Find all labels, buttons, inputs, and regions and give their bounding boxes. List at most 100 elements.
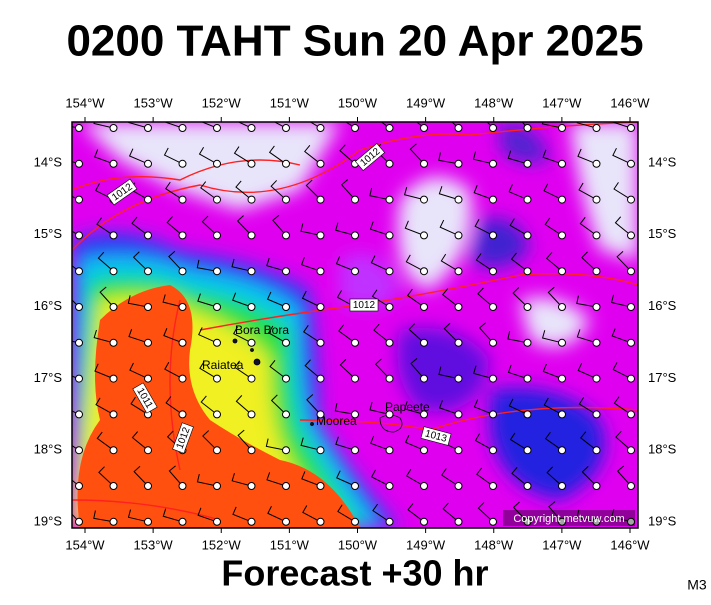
wind-barb xyxy=(72,265,80,272)
wind-barb xyxy=(613,396,632,415)
station xyxy=(592,374,601,383)
wind-barb xyxy=(541,122,563,129)
station xyxy=(627,267,635,276)
station xyxy=(351,267,359,276)
station xyxy=(75,446,83,455)
wind-barb xyxy=(508,184,528,201)
station xyxy=(213,267,221,276)
station xyxy=(454,338,463,347)
wind-barb xyxy=(472,151,494,165)
station xyxy=(385,267,394,276)
wind-barb xyxy=(403,186,425,201)
axis-labels: 154°W 154°W 153°W 153°W 152°W 152°W 151°W 151°W… xyxy=(34,95,677,552)
place-name: Papeete xyxy=(385,400,430,414)
station xyxy=(75,303,83,311)
wind-barb xyxy=(616,465,632,487)
wind-barb xyxy=(197,507,218,523)
wind-barb xyxy=(72,410,80,415)
wind-barb xyxy=(407,503,425,523)
wind-barb xyxy=(404,220,425,236)
wind-barb xyxy=(196,473,218,487)
wind-barb xyxy=(168,465,183,487)
wind-barb xyxy=(199,361,218,380)
wind-barb xyxy=(339,144,356,165)
wind-barb xyxy=(163,147,183,165)
lat-label: 16°S xyxy=(34,298,63,313)
wind-barb xyxy=(507,150,528,165)
station xyxy=(558,410,566,419)
station xyxy=(351,231,359,240)
wind-barb xyxy=(509,218,528,236)
station xyxy=(282,159,290,168)
station xyxy=(282,446,290,455)
wind-barb xyxy=(576,122,597,129)
wind-barb xyxy=(268,145,287,165)
station xyxy=(523,195,532,204)
station xyxy=(489,124,497,132)
station xyxy=(178,267,187,276)
station xyxy=(420,482,428,490)
station xyxy=(351,338,359,347)
station xyxy=(178,303,187,311)
wind-barb xyxy=(72,230,80,236)
wind-barb xyxy=(576,509,597,523)
station xyxy=(523,482,532,490)
station xyxy=(75,410,83,419)
station xyxy=(420,195,428,204)
station xyxy=(420,231,428,240)
station xyxy=(282,482,290,490)
lon-label: 146°W xyxy=(610,537,650,552)
station xyxy=(109,159,118,168)
wind-barb xyxy=(612,362,632,380)
wind-barb xyxy=(476,467,494,487)
station xyxy=(523,124,532,132)
station xyxy=(627,231,635,240)
station xyxy=(454,517,463,526)
lon-label: 149°W xyxy=(406,95,446,110)
isobar-label: 1012 xyxy=(349,298,379,312)
station xyxy=(109,303,118,311)
station xyxy=(109,482,118,490)
station xyxy=(489,374,497,383)
station xyxy=(558,124,566,132)
station xyxy=(489,303,497,311)
station xyxy=(454,482,463,490)
station xyxy=(351,374,359,383)
wind-barb xyxy=(98,466,114,487)
place-name: Bora Bora xyxy=(235,323,289,337)
isobar-label-box xyxy=(132,382,158,414)
wind-barb xyxy=(581,466,597,487)
station xyxy=(592,231,601,240)
wind-barb xyxy=(236,215,252,236)
wind-barb xyxy=(579,217,597,236)
wind-barb xyxy=(265,438,287,451)
station xyxy=(316,338,325,347)
wind-barb xyxy=(443,322,459,344)
station xyxy=(489,517,497,526)
station xyxy=(385,124,394,132)
station xyxy=(144,338,152,347)
station xyxy=(109,517,118,526)
wind-barb xyxy=(486,122,494,129)
wind-barb xyxy=(508,398,528,415)
station xyxy=(627,410,635,419)
lon-label: 153°W xyxy=(134,95,174,110)
station xyxy=(316,303,325,311)
wind-barb xyxy=(94,363,114,380)
wind-barb xyxy=(405,468,425,487)
station xyxy=(178,159,187,168)
wind-barb xyxy=(577,363,597,380)
wind-barb xyxy=(168,250,183,272)
station xyxy=(523,303,532,311)
lat-label: 16°S xyxy=(648,298,677,313)
wind-barb xyxy=(507,331,528,344)
wind-barb xyxy=(473,365,494,380)
lon-label: 150°W xyxy=(338,95,378,110)
station xyxy=(351,482,359,490)
wind-barb xyxy=(581,251,597,272)
wind-barb xyxy=(237,122,252,129)
wind-barb xyxy=(336,470,356,487)
station xyxy=(144,124,152,132)
wind-barb xyxy=(95,397,114,415)
wind-barb xyxy=(300,437,321,451)
